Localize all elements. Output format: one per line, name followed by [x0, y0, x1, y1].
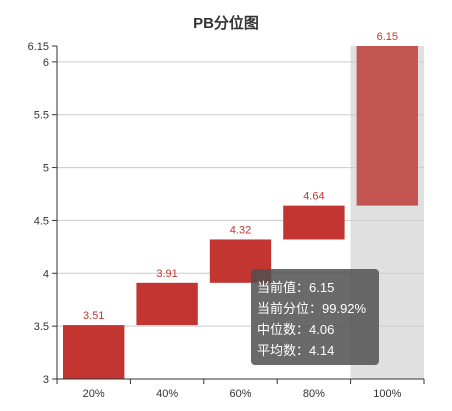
x-tick-label: 60%: [229, 388, 251, 400]
y-tick-label: 5.5: [34, 110, 49, 122]
bar-value-label: 6.15: [377, 31, 398, 43]
x-tick-label: 80%: [303, 388, 325, 400]
bar: [136, 282, 198, 326]
x-tick-label: 20%: [83, 388, 105, 400]
y-tick-label: 6.15: [28, 41, 49, 53]
y-tick-label: 5: [43, 163, 49, 175]
y-tick-label: 3.5: [34, 321, 49, 333]
y-tick-label: 4.5: [34, 215, 49, 227]
tooltip-current-percentile: 当前分位：99.92%: [257, 301, 367, 316]
tooltip: 当前值：6.15 当前分位：99.92% 中位数：4.06 平均数：4.14: [251, 269, 379, 365]
bar: [356, 46, 418, 206]
tooltip-median: 中位数：4.06: [257, 322, 335, 337]
bar-value-label: 3.51: [83, 310, 104, 322]
bar: [63, 325, 125, 379]
bar-value-label: 4.32: [230, 224, 251, 236]
y-tick-label: 4: [43, 268, 49, 280]
bar: [283, 205, 345, 240]
tooltip-current-value: 当前值：6.15: [257, 280, 335, 295]
x-tick-label: 100%: [373, 388, 401, 400]
x-tick-label: 40%: [156, 388, 178, 400]
bar-value-label: 3.91: [156, 268, 177, 280]
y-tick-label: 6: [43, 57, 49, 69]
y-tick-label: 3: [43, 374, 49, 386]
tooltip-mean: 平均数：4.14: [257, 343, 335, 358]
chart-title: PB分位图: [193, 14, 259, 32]
bar-value-label: 4.64: [303, 191, 324, 203]
